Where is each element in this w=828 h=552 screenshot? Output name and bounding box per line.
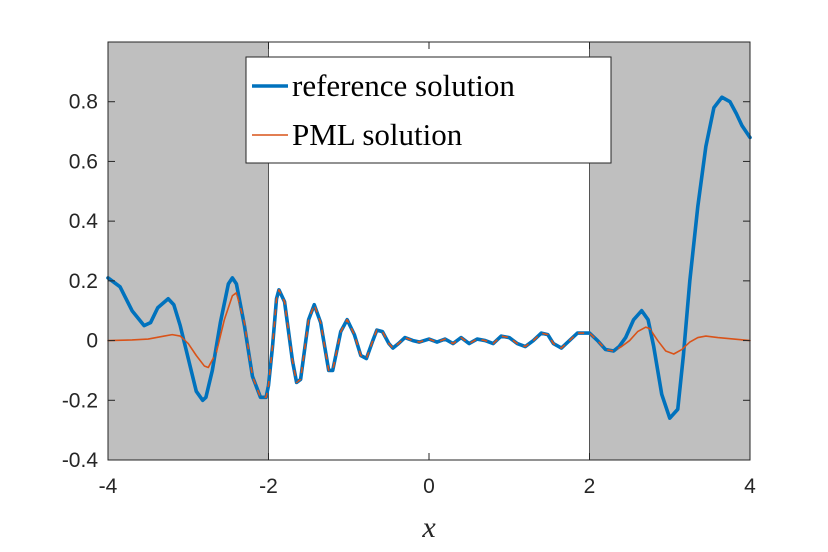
x-tick-label: -4 [99, 475, 118, 498]
x-tick-label: -2 [259, 475, 278, 498]
legend-label-reference: reference solution [292, 68, 515, 103]
y-tick-label: -0.4 [62, 449, 99, 472]
y-tick-label: 0.2 [69, 270, 98, 293]
shaded-region-1 [589, 41, 751, 461]
shaded-regions [107, 41, 751, 461]
series-line-reference-overlay [107, 96, 751, 420]
axis-ticks: -4 -2 0 2 4 -0.4 -0.2 0 0.2 0.4 0.6 0.8 [62, 42, 756, 498]
y-tick-label: -0.2 [62, 389, 98, 412]
x-tick-label: 0 [423, 475, 435, 498]
y-tick-label: 0.6 [69, 150, 98, 173]
series-lines [106, 95, 752, 420]
y-tick-label: 0.4 [69, 210, 99, 233]
legend: reference solution PML solution [245, 56, 612, 164]
y-tick-label: 0.8 [69, 91, 98, 114]
x-tick-label: 2 [584, 475, 596, 498]
legend-label-pml: PML solution [292, 117, 463, 152]
legend-box [245, 56, 612, 164]
y-tick-label: 0 [86, 330, 98, 353]
x-axis-label: x [421, 511, 436, 544]
x-tick-label: 4 [744, 475, 756, 498]
shaded-region-0 [107, 41, 269, 461]
